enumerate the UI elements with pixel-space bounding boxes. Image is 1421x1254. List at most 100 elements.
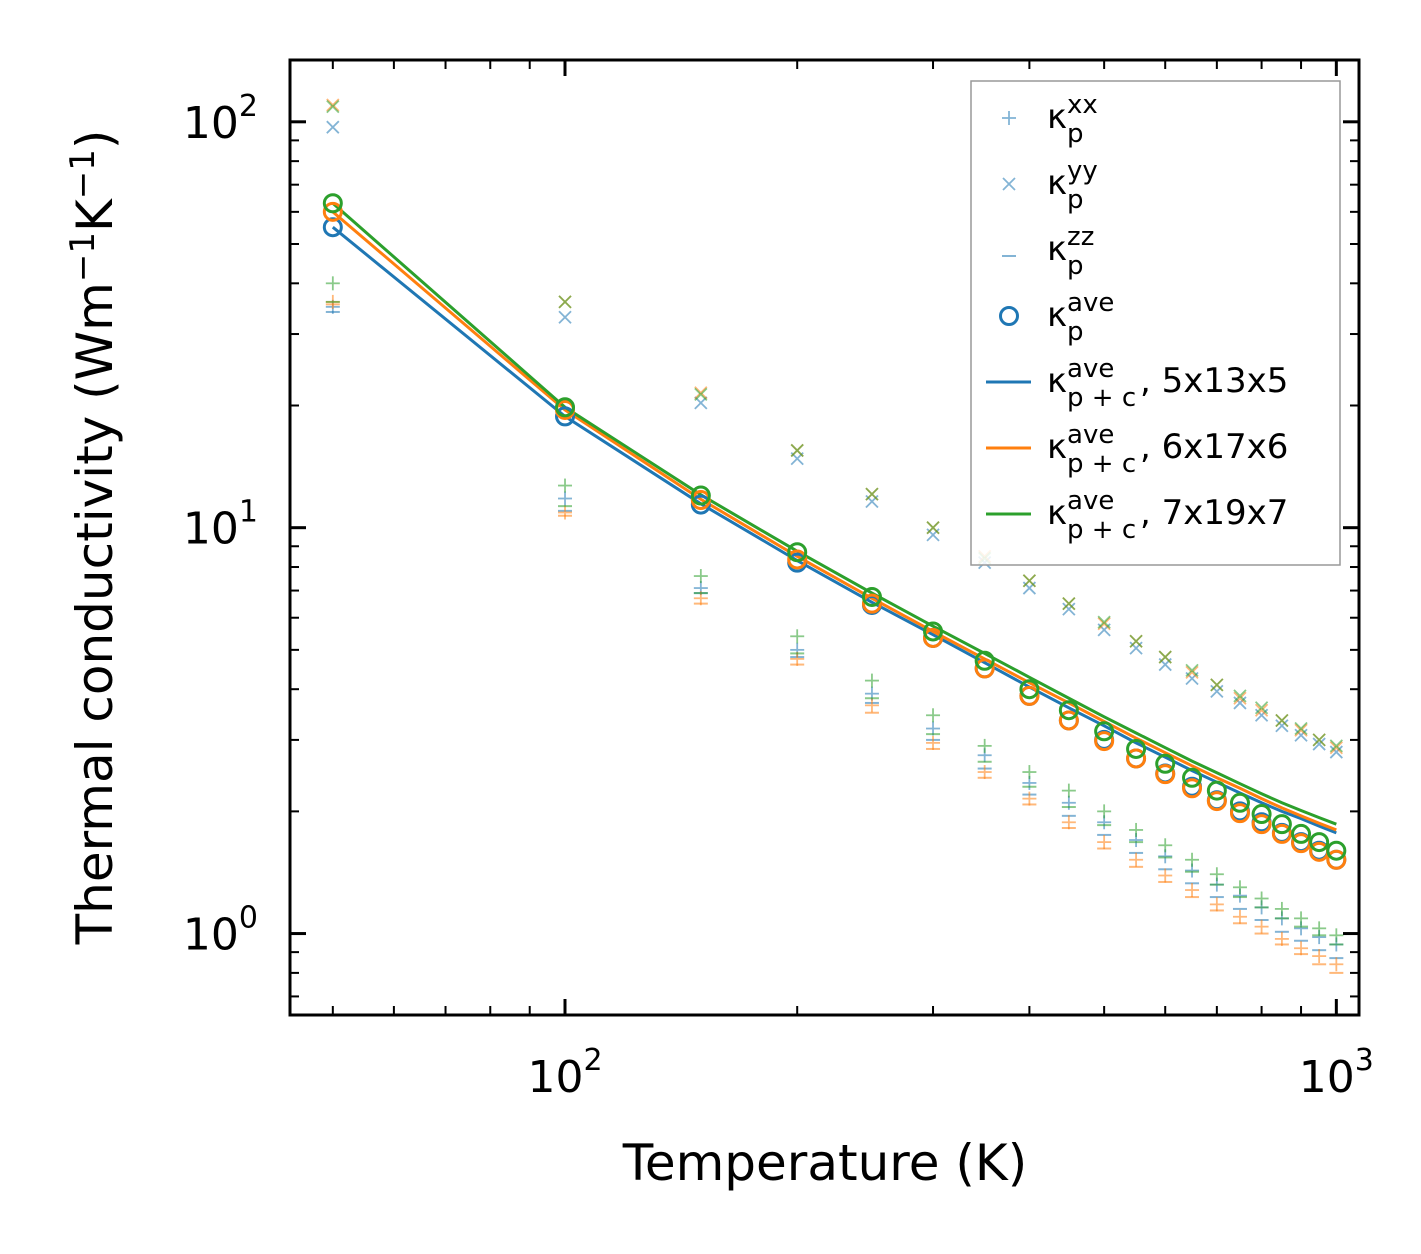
major-ticks	[290, 60, 1359, 1015]
legend-entry: κyy p	[1002, 156, 1098, 215]
x-tick-exp: 3	[1355, 1043, 1374, 1078]
kave-p-point	[322, 193, 343, 214]
kyy-point	[326, 99, 340, 114]
series-lines-5x13x5	[331, 226, 1337, 835]
kyy-point	[1312, 733, 1326, 747]
kxx-point	[864, 673, 879, 688]
legend-sup: yy	[1067, 156, 1098, 186]
kxx-point	[1294, 911, 1309, 926]
kave-p-point	[322, 217, 343, 238]
legend-symbol: κ	[1047, 295, 1067, 335]
legend-box	[970, 80, 1341, 566]
x-tick-label: 102	[527, 1043, 602, 1103]
kxx-point	[926, 708, 941, 723]
plot-frame	[288, 58, 1361, 1017]
kyy-point	[1294, 723, 1308, 737]
kave-p-point	[555, 406, 576, 427]
series-lines-7x19x7	[331, 202, 1337, 826]
kxx-point	[1329, 957, 1344, 972]
legend-label: κave p + c, 7x19x7	[1047, 486, 1288, 545]
x-tick-base: 10	[527, 1052, 583, 1103]
kave-p-point	[555, 397, 576, 418]
kxx-point	[558, 478, 573, 493]
kxx-point	[1209, 867, 1224, 882]
legend-marker-circle	[999, 306, 1019, 326]
kave-p-point	[1182, 767, 1203, 788]
kxx-point	[977, 765, 992, 780]
legend-sup: zz	[1067, 222, 1094, 252]
kyy-point	[1329, 741, 1343, 755]
kxx-point	[864, 698, 879, 713]
kyy-point	[1158, 650, 1172, 664]
legend-sup: ave	[1067, 420, 1114, 450]
kyy-point	[694, 386, 708, 400]
legend-sup: ave	[1067, 288, 1114, 318]
legend-sub: p	[1067, 251, 1084, 281]
legend-label: κxx p	[1047, 90, 1098, 149]
kyy-point	[1062, 596, 1076, 611]
kxx-point	[1185, 883, 1200, 898]
kxx-point	[1061, 783, 1076, 798]
kyy-point	[1210, 684, 1224, 699]
series-lines-6x17x6	[331, 210, 1337, 832]
series-layer	[322, 98, 1347, 974]
kxx-point	[558, 491, 573, 506]
kave-p-point	[1019, 679, 1040, 700]
legend-symbol: κ	[1047, 361, 1067, 401]
kave-p-point	[787, 542, 808, 563]
legend-label: κzz p	[1047, 222, 1094, 281]
x-tick-label: 103	[1299, 1043, 1374, 1103]
kave-p-point	[1182, 778, 1203, 799]
legend-symbol: κ	[1047, 427, 1067, 467]
legend-sub: p + c	[1067, 515, 1136, 545]
y-tick-base: 10	[183, 504, 239, 555]
kave-p-point	[690, 485, 711, 506]
y-tick-base: 10	[183, 910, 239, 961]
kave-p-point	[1271, 823, 1292, 844]
kave-p-point	[1126, 738, 1147, 759]
kave-p-point	[1019, 685, 1040, 706]
kave-p-point	[1206, 780, 1227, 801]
legend-sub: p	[1067, 119, 1084, 149]
x-tick-exp: 2	[583, 1043, 602, 1078]
kave-p-point	[787, 549, 808, 570]
kave-p-point	[1309, 832, 1330, 853]
kxx-point	[1097, 835, 1112, 850]
kxx-point	[1312, 949, 1327, 964]
legend-marker-plus	[1002, 111, 1016, 125]
kave-p-point	[923, 621, 944, 642]
y-axis-title-sup1: −1	[63, 232, 103, 282]
kave-p-point	[923, 627, 944, 648]
legend-suffix: , 5x13x5	[1140, 361, 1288, 401]
kxx-point	[1185, 852, 1200, 867]
kxx-point	[1254, 919, 1269, 934]
legend-label: κyy p	[1047, 156, 1098, 215]
kave-p-point	[1271, 814, 1292, 835]
kave-p-point	[1229, 792, 1250, 813]
y-tick-label: 100	[183, 901, 258, 961]
kyy-point	[1312, 737, 1326, 751]
legend-entry: κave p + c, 7x19x7	[986, 486, 1288, 545]
y-tick-exp: 2	[239, 89, 258, 124]
kyy-point	[1233, 689, 1247, 703]
y-tick-base: 10	[183, 98, 239, 149]
kxx-point	[1294, 941, 1309, 956]
kyy-point	[1129, 634, 1143, 648]
kave-p-point	[1326, 849, 1347, 870]
legend-entry: κxx p	[1002, 90, 1098, 149]
legend-marker-x	[1002, 177, 1016, 191]
kyy-point	[1254, 703, 1269, 717]
y-tick-exp: 1	[239, 495, 258, 530]
legend-label: κave p + c, 6x17x6	[1047, 420, 1288, 479]
y-tick-label: 101	[183, 495, 258, 555]
kxx-point	[1232, 880, 1247, 895]
legend-sup: ave	[1067, 354, 1114, 384]
y-axis-title-main: Thermal conductivity (Wm	[66, 282, 124, 945]
kave-p-point	[1126, 748, 1147, 769]
kxx-point	[1129, 852, 1144, 867]
kyy-point	[558, 310, 572, 324]
kyy-point	[1185, 663, 1199, 678]
y-tick-label: 102	[183, 89, 258, 149]
